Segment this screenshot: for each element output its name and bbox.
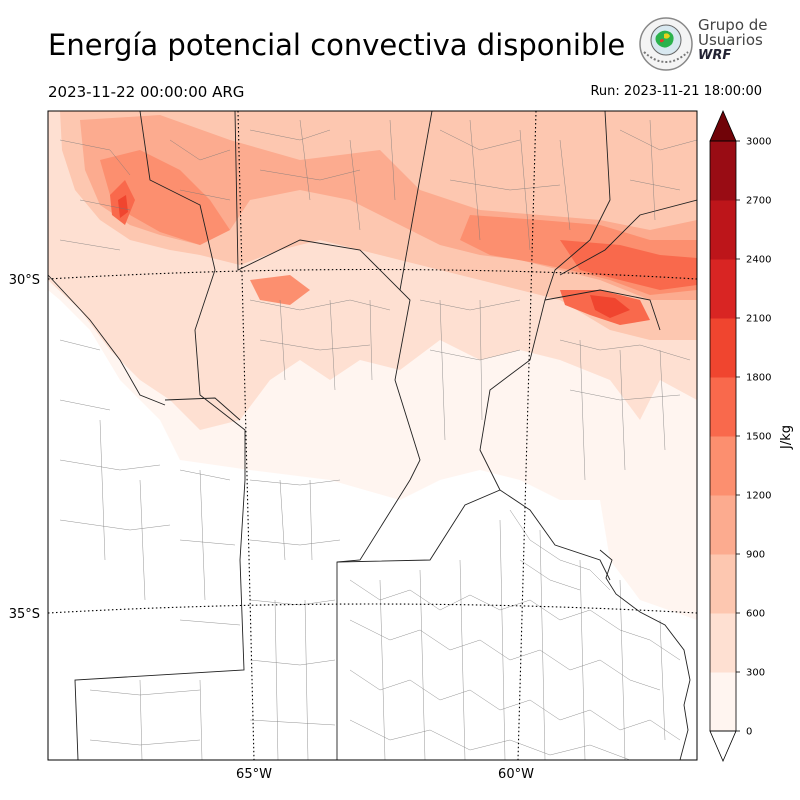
logo-text: Grupo de Usuarios WRF — [698, 16, 768, 64]
colorbar-tick-label: 3000 — [746, 137, 771, 148]
graticule — [48, 111, 697, 760]
lon-label-65w: 65°W — [236, 767, 272, 782]
colorbar-segment — [710, 613, 736, 673]
colorbar-tick-label: 600 — [746, 609, 765, 620]
colorbar-segment — [710, 318, 736, 378]
wrf-logo: Grupo de Usuarios WRF — [638, 16, 768, 72]
colorbar-tick-label: 0 — [746, 727, 752, 738]
department-boundaries — [59, 119, 697, 760]
colorbar-tick-label: 900 — [746, 550, 765, 561]
colorbar-segment — [710, 259, 736, 319]
colorbar-segment — [710, 554, 736, 614]
cape-shading — [48, 111, 697, 620]
lat-label-35s: 35°S — [9, 607, 40, 622]
coastline — [599, 549, 691, 760]
colorbar-segment — [710, 141, 736, 201]
lon-label-60w: 60°W — [498, 767, 534, 782]
colorbar-tick-label: 2100 — [746, 314, 771, 325]
colorbar-unit: J/kg — [779, 425, 794, 450]
lat-label-30s: 30°S — [9, 273, 40, 288]
colorbar-tick-label: 300 — [746, 668, 765, 679]
colorbar: 0 300 600 900 1200 1500 1800 2100 2400 2700 3000 — [709, 109, 771, 763]
colorbar-segment — [710, 672, 736, 732]
colorbar-extend-min — [709, 730, 737, 763]
colorbar-segment — [710, 495, 736, 555]
colorbar-segment — [710, 200, 736, 260]
logo-line-1: Grupo de — [698, 16, 768, 34]
logo-line-3: WRF — [698, 48, 732, 63]
run-time: Run: 2023-11-21 18:00:00 — [590, 84, 762, 99]
globe-emblem-icon — [639, 17, 693, 71]
colorbar-tick-label: 1800 — [746, 373, 771, 384]
colorbar-segment — [710, 377, 736, 437]
colorbar-tick-label: 1200 — [746, 491, 771, 502]
colorbar-tick-label: 2700 — [746, 196, 771, 207]
map-panel — [48, 111, 697, 760]
colorbar-tick-label: 2400 — [746, 255, 771, 266]
map-title: Energía potencial convectiva disponible — [48, 28, 626, 62]
colorbar-segment — [710, 436, 736, 496]
map-frame — [47, 110, 698, 761]
logo-line-2: Usuarios — [698, 31, 763, 49]
colorbar-tick-label: 1500 — [746, 432, 771, 443]
valid-time: 2023-11-22 00:00:00 ARG — [48, 83, 245, 101]
province-boundaries — [48, 111, 697, 760]
colorbar-extend-max — [709, 109, 737, 142]
